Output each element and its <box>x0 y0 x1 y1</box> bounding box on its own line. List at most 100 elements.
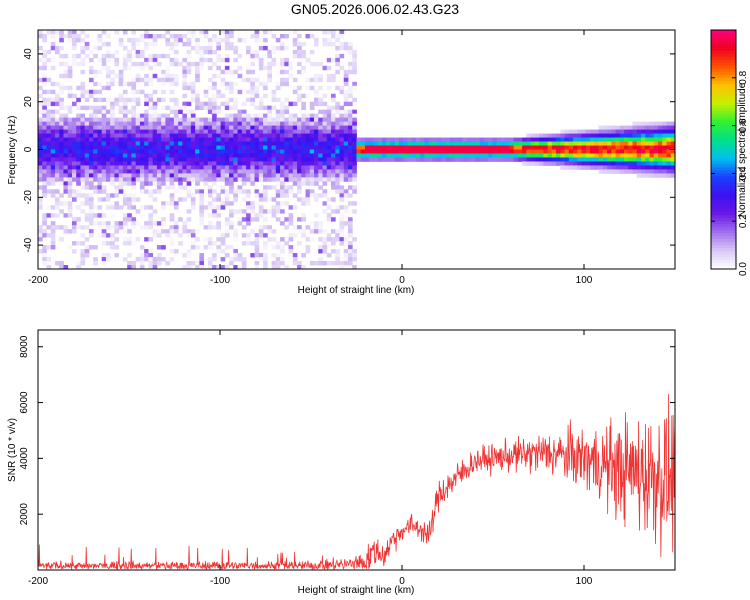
heatmap-cell <box>590 129 595 134</box>
heatmap-cell <box>602 145 608 150</box>
heatmap-cell <box>653 129 659 134</box>
heatmap-cell <box>343 157 349 162</box>
heatmap-cell <box>195 37 200 43</box>
x-tick-label: -200 <box>28 576 48 587</box>
heatmap-cell <box>314 181 319 186</box>
heatmap-cell <box>97 141 103 146</box>
heatmap-cell <box>101 185 107 190</box>
colorbar-band <box>711 65 736 70</box>
heatmap-cell <box>326 37 332 43</box>
heatmap-cell <box>216 133 222 138</box>
heatmap-cell <box>105 177 111 182</box>
heatmap-cell <box>280 165 285 170</box>
heatmap-cell <box>38 225 43 230</box>
heatmap-cell <box>607 161 612 166</box>
heatmap-cell <box>254 37 260 43</box>
heatmap-cell <box>131 173 137 178</box>
heatmap-cell <box>615 125 621 130</box>
heatmap-cell <box>284 117 289 123</box>
heatmap-cell <box>271 121 277 126</box>
heatmap-cell <box>220 37 226 43</box>
heatmap-cell <box>258 205 264 210</box>
heatmap-cell <box>322 113 328 119</box>
heatmap-cell <box>322 161 328 166</box>
heatmap-cell <box>335 105 340 111</box>
heatmap-cell <box>203 181 209 186</box>
heatmap-cell <box>258 125 264 130</box>
heatmap-cell <box>135 157 141 162</box>
heatmap-cell <box>658 137 663 142</box>
heatmap-cell <box>152 113 158 119</box>
colorbar-band <box>711 233 736 237</box>
heatmap-cell <box>144 205 149 210</box>
heatmap-cell <box>88 129 94 134</box>
heatmap-cell <box>624 161 629 166</box>
heatmap-cell <box>352 209 357 214</box>
heatmap-cell <box>63 213 69 218</box>
heatmap-cell <box>207 137 213 142</box>
heatmap-cell <box>339 145 345 150</box>
heatmap-cell <box>619 165 625 170</box>
heatmap-cell <box>216 173 222 178</box>
heatmap-cell <box>122 105 128 111</box>
heatmap-cell <box>271 141 277 146</box>
heatmap-cell <box>212 125 217 130</box>
heatmap-cell <box>229 181 234 186</box>
heatmap-cell <box>241 101 247 107</box>
heatmap-cell <box>93 141 98 146</box>
heatmap-cell <box>207 109 213 115</box>
heatmap-cell <box>305 157 311 162</box>
heatmap-cell <box>229 97 234 103</box>
heatmap-cell <box>513 145 519 150</box>
heatmap-cell <box>564 153 570 158</box>
heatmap-cell <box>148 169 154 174</box>
heatmap-cell <box>165 113 171 119</box>
heatmap-cell <box>309 177 315 182</box>
heatmap-cell <box>216 141 222 146</box>
heatmap-cell <box>250 209 255 214</box>
heatmap-cell <box>224 41 230 47</box>
heatmap-cell <box>144 81 149 87</box>
heatmap-cell <box>144 249 149 254</box>
heatmap-cell <box>530 145 536 150</box>
heatmap-cell <box>339 225 345 230</box>
heatmap-cell <box>161 33 166 39</box>
heatmap-cell <box>415 137 421 142</box>
heatmap-cell <box>356 157 362 162</box>
heatmap-cell <box>80 133 86 138</box>
heatmap-cell <box>67 157 73 162</box>
heatmap-cell <box>343 149 349 154</box>
heatmap-cell <box>517 145 523 150</box>
heatmap-cell <box>152 117 158 123</box>
heatmap-cell <box>305 77 311 83</box>
heatmap-cell <box>415 141 421 146</box>
heatmap-cell <box>131 265 137 270</box>
heatmap-cell <box>110 213 115 218</box>
heatmap-cell <box>309 193 315 198</box>
heatmap-cell <box>144 30 149 35</box>
heatmap-cell <box>403 145 408 150</box>
heatmap-cell <box>118 81 124 87</box>
heatmap-cell <box>93 121 98 126</box>
heatmap-cell <box>322 121 328 126</box>
heatmap-cell <box>649 129 655 134</box>
heatmap-cell <box>182 253 188 258</box>
heatmap-cell <box>318 237 323 242</box>
heatmap-cell <box>182 185 188 190</box>
heatmap-cell <box>178 121 183 126</box>
heatmap-cell <box>93 213 98 218</box>
heatmap-cell <box>628 169 633 174</box>
heatmap-cell <box>246 77 251 83</box>
heatmap-cell <box>165 161 171 166</box>
heatmap-cell <box>186 101 192 107</box>
heatmap-cell <box>284 161 289 166</box>
heatmap-cell <box>258 233 264 238</box>
heatmap-cell <box>152 181 158 186</box>
heatmap-cell <box>594 137 599 142</box>
heatmap-cell <box>254 237 260 242</box>
heatmap-cell <box>619 129 625 134</box>
heatmap-cell <box>93 173 98 178</box>
heatmap-cell <box>522 149 527 154</box>
heatmap-cell <box>237 121 243 126</box>
heatmap-cell <box>161 129 166 134</box>
